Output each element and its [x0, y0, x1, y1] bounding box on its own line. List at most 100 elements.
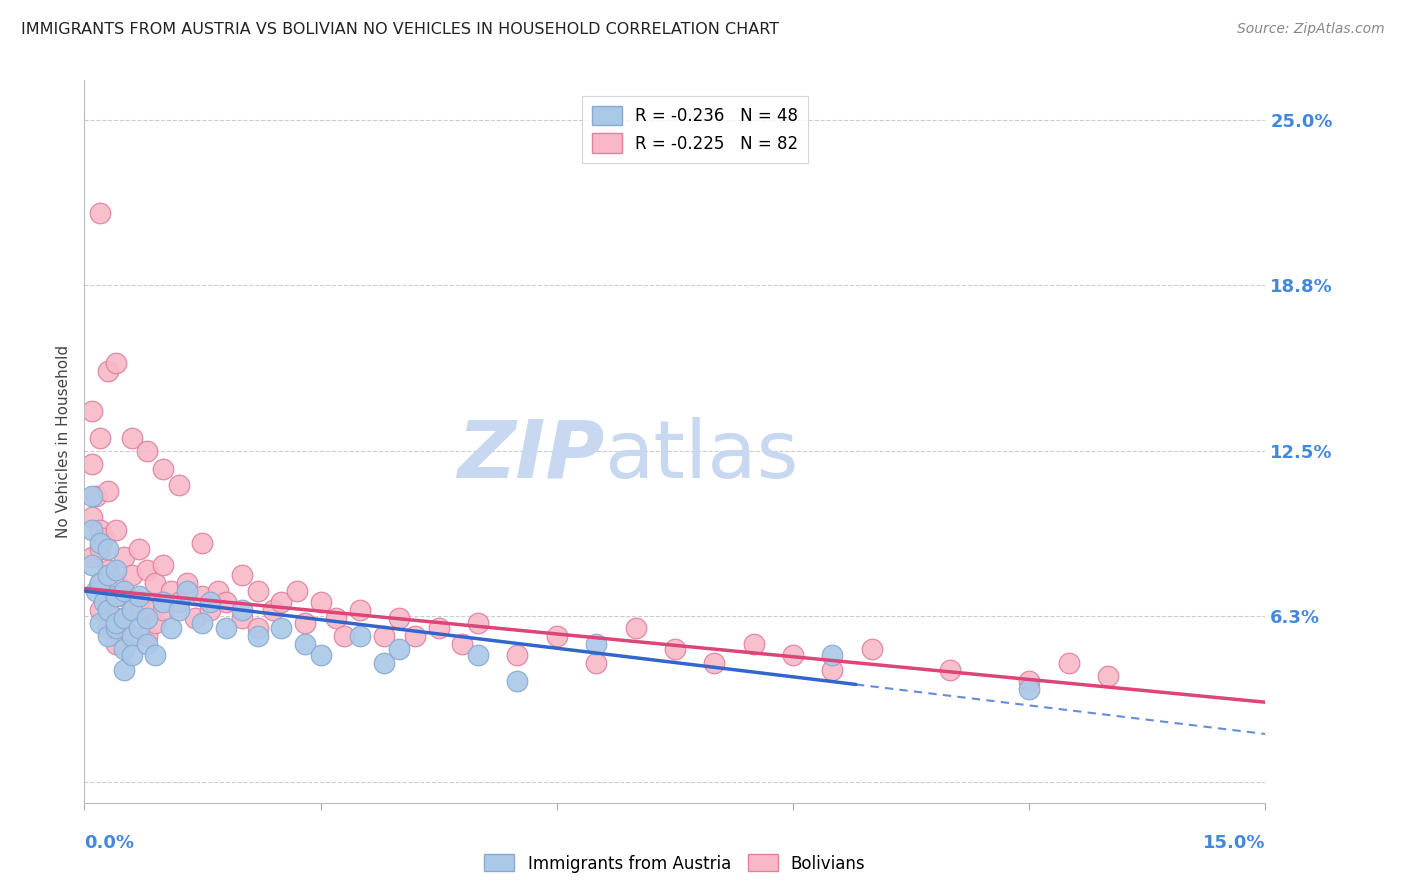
Point — [939, 664, 962, 678]
Point — [97, 629, 120, 643]
Text: 0.0%: 0.0% — [84, 834, 135, 852]
Point — [104, 563, 127, 577]
Point — [231, 610, 253, 624]
Point — [821, 648, 844, 662]
Point — [215, 621, 238, 635]
Point — [97, 563, 120, 577]
Point — [89, 541, 111, 556]
Point — [112, 642, 135, 657]
Point — [136, 602, 159, 616]
Point — [333, 629, 356, 643]
Point — [97, 541, 120, 556]
Text: ZIP: ZIP — [457, 417, 605, 495]
Point — [585, 637, 607, 651]
Point — [821, 664, 844, 678]
Point — [89, 576, 111, 591]
Point — [664, 642, 686, 657]
Point — [136, 563, 159, 577]
Point — [246, 621, 269, 635]
Point — [231, 568, 253, 582]
Point — [97, 621, 120, 635]
Point — [152, 462, 174, 476]
Point — [200, 595, 222, 609]
Point — [143, 648, 166, 662]
Point — [152, 602, 174, 616]
Point — [270, 621, 292, 635]
Y-axis label: No Vehicles in Household: No Vehicles in Household — [56, 345, 72, 538]
Point — [246, 584, 269, 599]
Point — [121, 629, 143, 643]
Point — [200, 602, 222, 616]
Point — [97, 364, 120, 378]
Point — [294, 615, 316, 630]
Point — [121, 629, 143, 643]
Point — [82, 510, 104, 524]
Point — [388, 642, 411, 657]
Legend: Immigrants from Austria, Bolivians: Immigrants from Austria, Bolivians — [478, 847, 872, 880]
Point — [388, 610, 411, 624]
Point — [93, 531, 115, 545]
Point — [121, 431, 143, 445]
Point — [191, 590, 214, 604]
Point — [82, 457, 104, 471]
Point — [128, 541, 150, 556]
Point — [84, 489, 107, 503]
Point — [112, 621, 135, 635]
Point — [104, 590, 127, 604]
Point — [128, 595, 150, 609]
Text: 15.0%: 15.0% — [1204, 834, 1265, 852]
Point — [207, 584, 229, 599]
Point — [104, 610, 127, 624]
Point — [89, 602, 111, 616]
Point — [451, 637, 474, 651]
Point — [136, 610, 159, 624]
Text: atlas: atlas — [605, 417, 799, 495]
Point — [112, 549, 135, 564]
Point — [246, 629, 269, 643]
Point — [231, 602, 253, 616]
Point — [143, 576, 166, 591]
Point — [404, 629, 426, 643]
Point — [121, 602, 143, 616]
Point — [160, 584, 183, 599]
Point — [309, 648, 332, 662]
Point — [97, 568, 120, 582]
Point — [160, 621, 183, 635]
Point — [546, 629, 568, 643]
Point — [82, 549, 104, 564]
Point — [82, 558, 104, 572]
Point — [1018, 674, 1040, 689]
Point — [1018, 681, 1040, 696]
Point — [176, 576, 198, 591]
Point — [97, 595, 120, 609]
Point — [585, 656, 607, 670]
Point — [104, 576, 127, 591]
Point — [270, 595, 292, 609]
Point — [176, 584, 198, 599]
Point — [1097, 669, 1119, 683]
Point — [742, 637, 765, 651]
Point — [294, 637, 316, 651]
Point — [82, 523, 104, 537]
Point — [89, 431, 111, 445]
Point — [104, 621, 127, 635]
Point — [128, 590, 150, 604]
Point — [167, 595, 190, 609]
Point — [183, 610, 205, 624]
Point — [373, 656, 395, 670]
Point — [285, 584, 308, 599]
Point — [112, 664, 135, 678]
Point — [112, 584, 135, 599]
Point — [136, 443, 159, 458]
Point — [167, 602, 190, 616]
Point — [89, 205, 111, 219]
Point — [167, 478, 190, 492]
Point — [309, 595, 332, 609]
Point — [215, 595, 238, 609]
Point — [191, 615, 214, 630]
Point — [104, 637, 127, 651]
Point — [104, 523, 127, 537]
Point — [703, 656, 725, 670]
Point — [112, 590, 135, 604]
Point — [104, 356, 127, 370]
